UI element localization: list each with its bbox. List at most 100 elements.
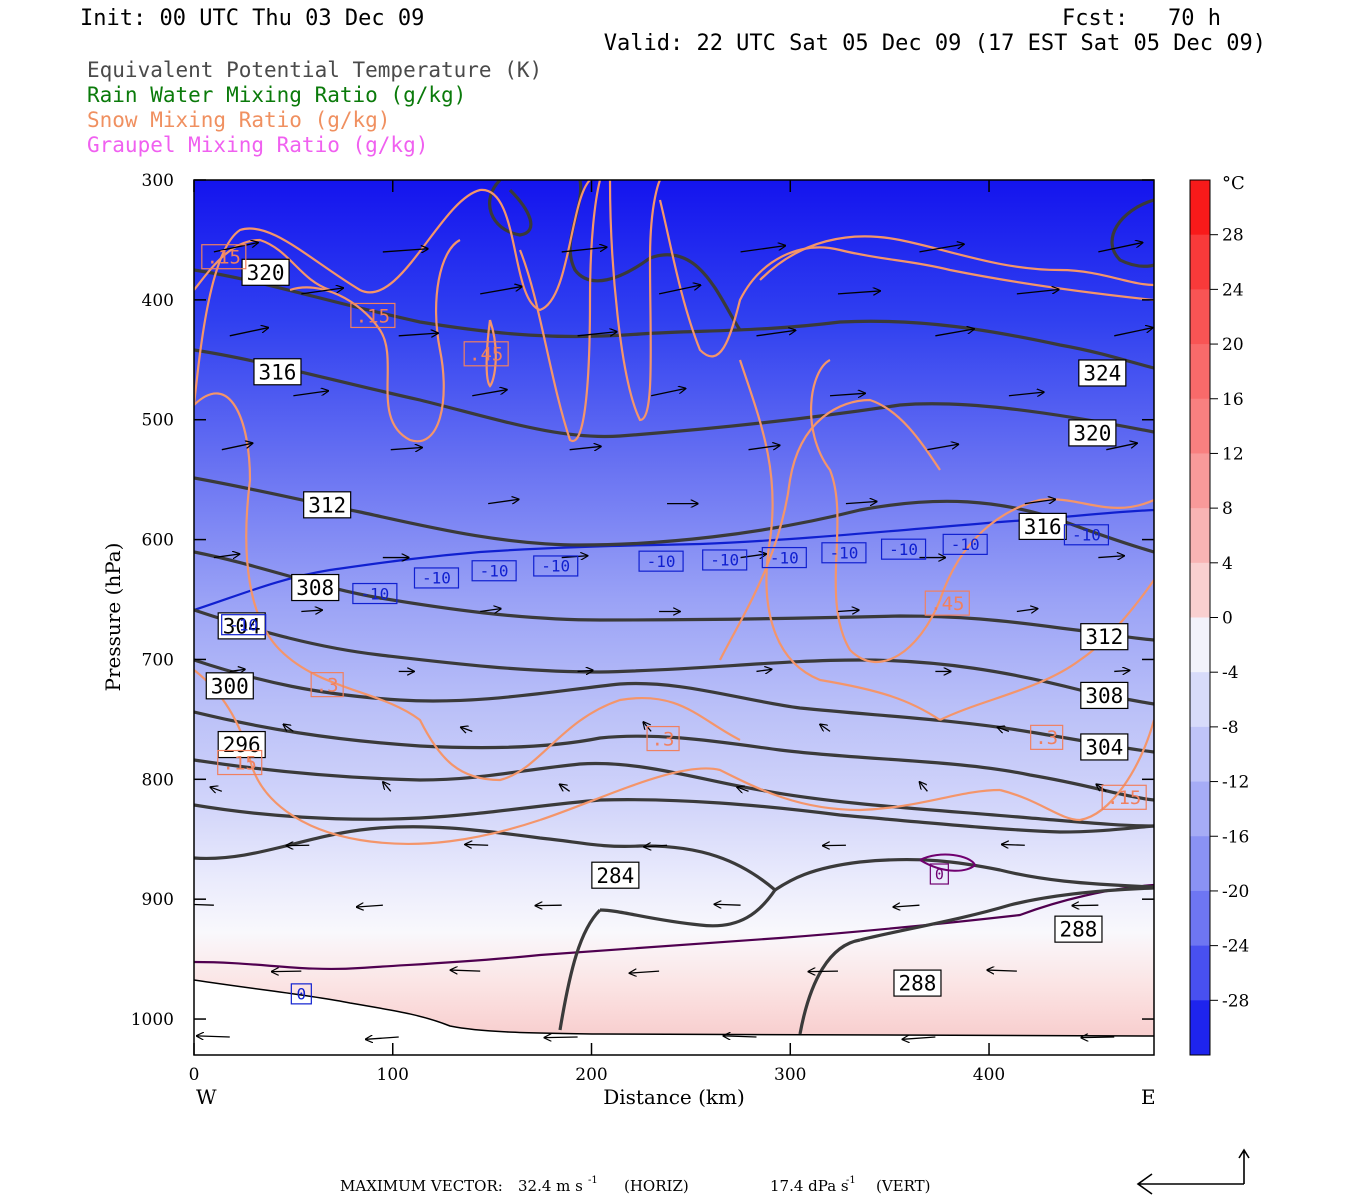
x-axis-label: Distance (km) [603,1085,745,1109]
horiz-unit: (HORIZ) [624,1177,689,1195]
wind-vector [383,782,392,792]
isotherm-label: -10 [541,557,570,576]
wind-vector [194,904,214,905]
plot-frame [193,179,1155,1056]
colorbar: 28 24 20 16 12 8 4 0 -4 -8 -12 -16 -20 -24 -28 [1189,179,1249,1056]
wind-vector [211,787,223,791]
theta-e-label-box [291,573,340,602]
isotherm-label-box [761,546,807,569]
snow-label-box [646,725,680,752]
theta-e-label: 300 [211,674,249,698]
colorbar-tick-label: -16 [1222,827,1249,847]
forecast-hour: Fcst: 70 h [1062,6,1221,31]
vert-value: 17.4 dPa s [770,1177,849,1195]
wind-vector [644,845,668,847]
wind-vector [213,554,239,558]
wind-vector [577,332,617,337]
colorbar-tick-label: 24 [1222,280,1244,300]
horiz-value: 32.4 m s [518,1177,583,1195]
theta-e-label: 288 [899,972,937,996]
wind-vector [998,727,1010,731]
legend-entry: Equivalent Potential Temperature (K) [87,58,542,82]
isotherm-label: -10 [360,584,389,603]
wind-vector [390,448,422,450]
y-tick-label: 300 [142,171,174,191]
snow-label-box [463,341,509,367]
isotherm-label-box [290,983,312,1005]
wind-vector [229,669,245,671]
wind-vector [837,610,859,611]
vert-unit: (VERT) [876,1177,931,1195]
isotherm-label-box [880,538,927,560]
theta-e-label-box [1078,359,1127,387]
colorbar-bin [1190,453,1210,509]
snow-label-box [310,672,344,698]
snow-label: .15 [207,247,241,269]
colorbar-tick-label: 16 [1222,390,1244,410]
isotherm-label-box [221,614,267,636]
theta-e-label: 284 [596,864,634,888]
wind-vector [561,556,588,558]
isotherm-label-box [1063,524,1110,546]
snow-label: .15 [1107,787,1141,809]
wind-vector [382,249,428,252]
theta-e-label: 320 [1073,421,1111,445]
snow-label-box [924,590,970,616]
plot-area: 3203163123083043002962843243203163123083… [131,171,1155,1085]
wind-vector [651,388,685,397]
snow-contours [194,180,1154,846]
wind-vector [451,970,481,971]
colorbar-bin [1190,234,1210,290]
max-vector-footer: MAXIMUM VECTOR: 32.4 m s -1 (HORIZ) 17.4… [340,1148,1250,1195]
y-tick-label: 500 [142,411,174,431]
theta-e-contours [194,180,1154,1035]
terrain-line [194,979,1154,1037]
wind-vector [935,329,974,337]
temperature-shading [194,180,1154,1055]
wind-vector [987,970,1017,971]
graupel-label: 0 [935,865,944,883]
isotherm-label-box [942,533,988,555]
minus10-isotherm [194,508,1154,612]
colorbar-bin [1190,180,1210,236]
wind-vector [301,610,322,611]
contour-labels: 3203163123083043002962843243203163123083… [201,244,1147,1005]
theta-e-label: 316 [1024,515,1062,539]
isotherm-label: 0 [297,985,307,1004]
wind-vector [213,243,258,253]
theta-e-label-box [591,861,640,889]
colorbar-bin [1190,945,1210,1001]
y-axis-label: Pressure (hPa) [101,543,125,692]
colorbar-tick-label: 0 [1222,609,1233,629]
colorbar-tick-label: 20 [1222,335,1244,355]
wind-vector [1016,609,1037,612]
axis-ticks: 300 400 500 600 700 800 900 1000 0 100 200 300 400 [131,171,1154,1085]
snow-label-box [201,244,247,270]
wind-vector [920,782,928,792]
wind-vector [357,905,383,907]
east-label: E [1141,1085,1156,1109]
wind-vector [545,1037,578,1038]
wind-vector [820,724,831,732]
wind-vector [893,905,920,907]
wind-vector [808,971,838,972]
wind-vector [284,724,294,732]
snow-label: .15 [356,305,390,327]
wind-vector [837,291,880,294]
theta-e-label-box [1080,623,1129,651]
theta-e-label-box [1080,681,1129,710]
snow-label: .15 [223,752,257,774]
colorbar-bin [1190,508,1210,564]
colorbar-bin [1190,617,1210,673]
snow-label: .3 [1035,727,1058,749]
wind-vector [740,246,786,253]
wind-vector [488,499,518,503]
theta-e-label-box [893,969,942,997]
theta-e-label: 308 [1085,684,1123,708]
isotherm-label-box [413,567,460,589]
colorbar-bin [1190,781,1210,837]
horiz-exp: -1 [588,1175,598,1186]
wind-vector [560,784,571,792]
snow-label: .45 [469,344,503,366]
